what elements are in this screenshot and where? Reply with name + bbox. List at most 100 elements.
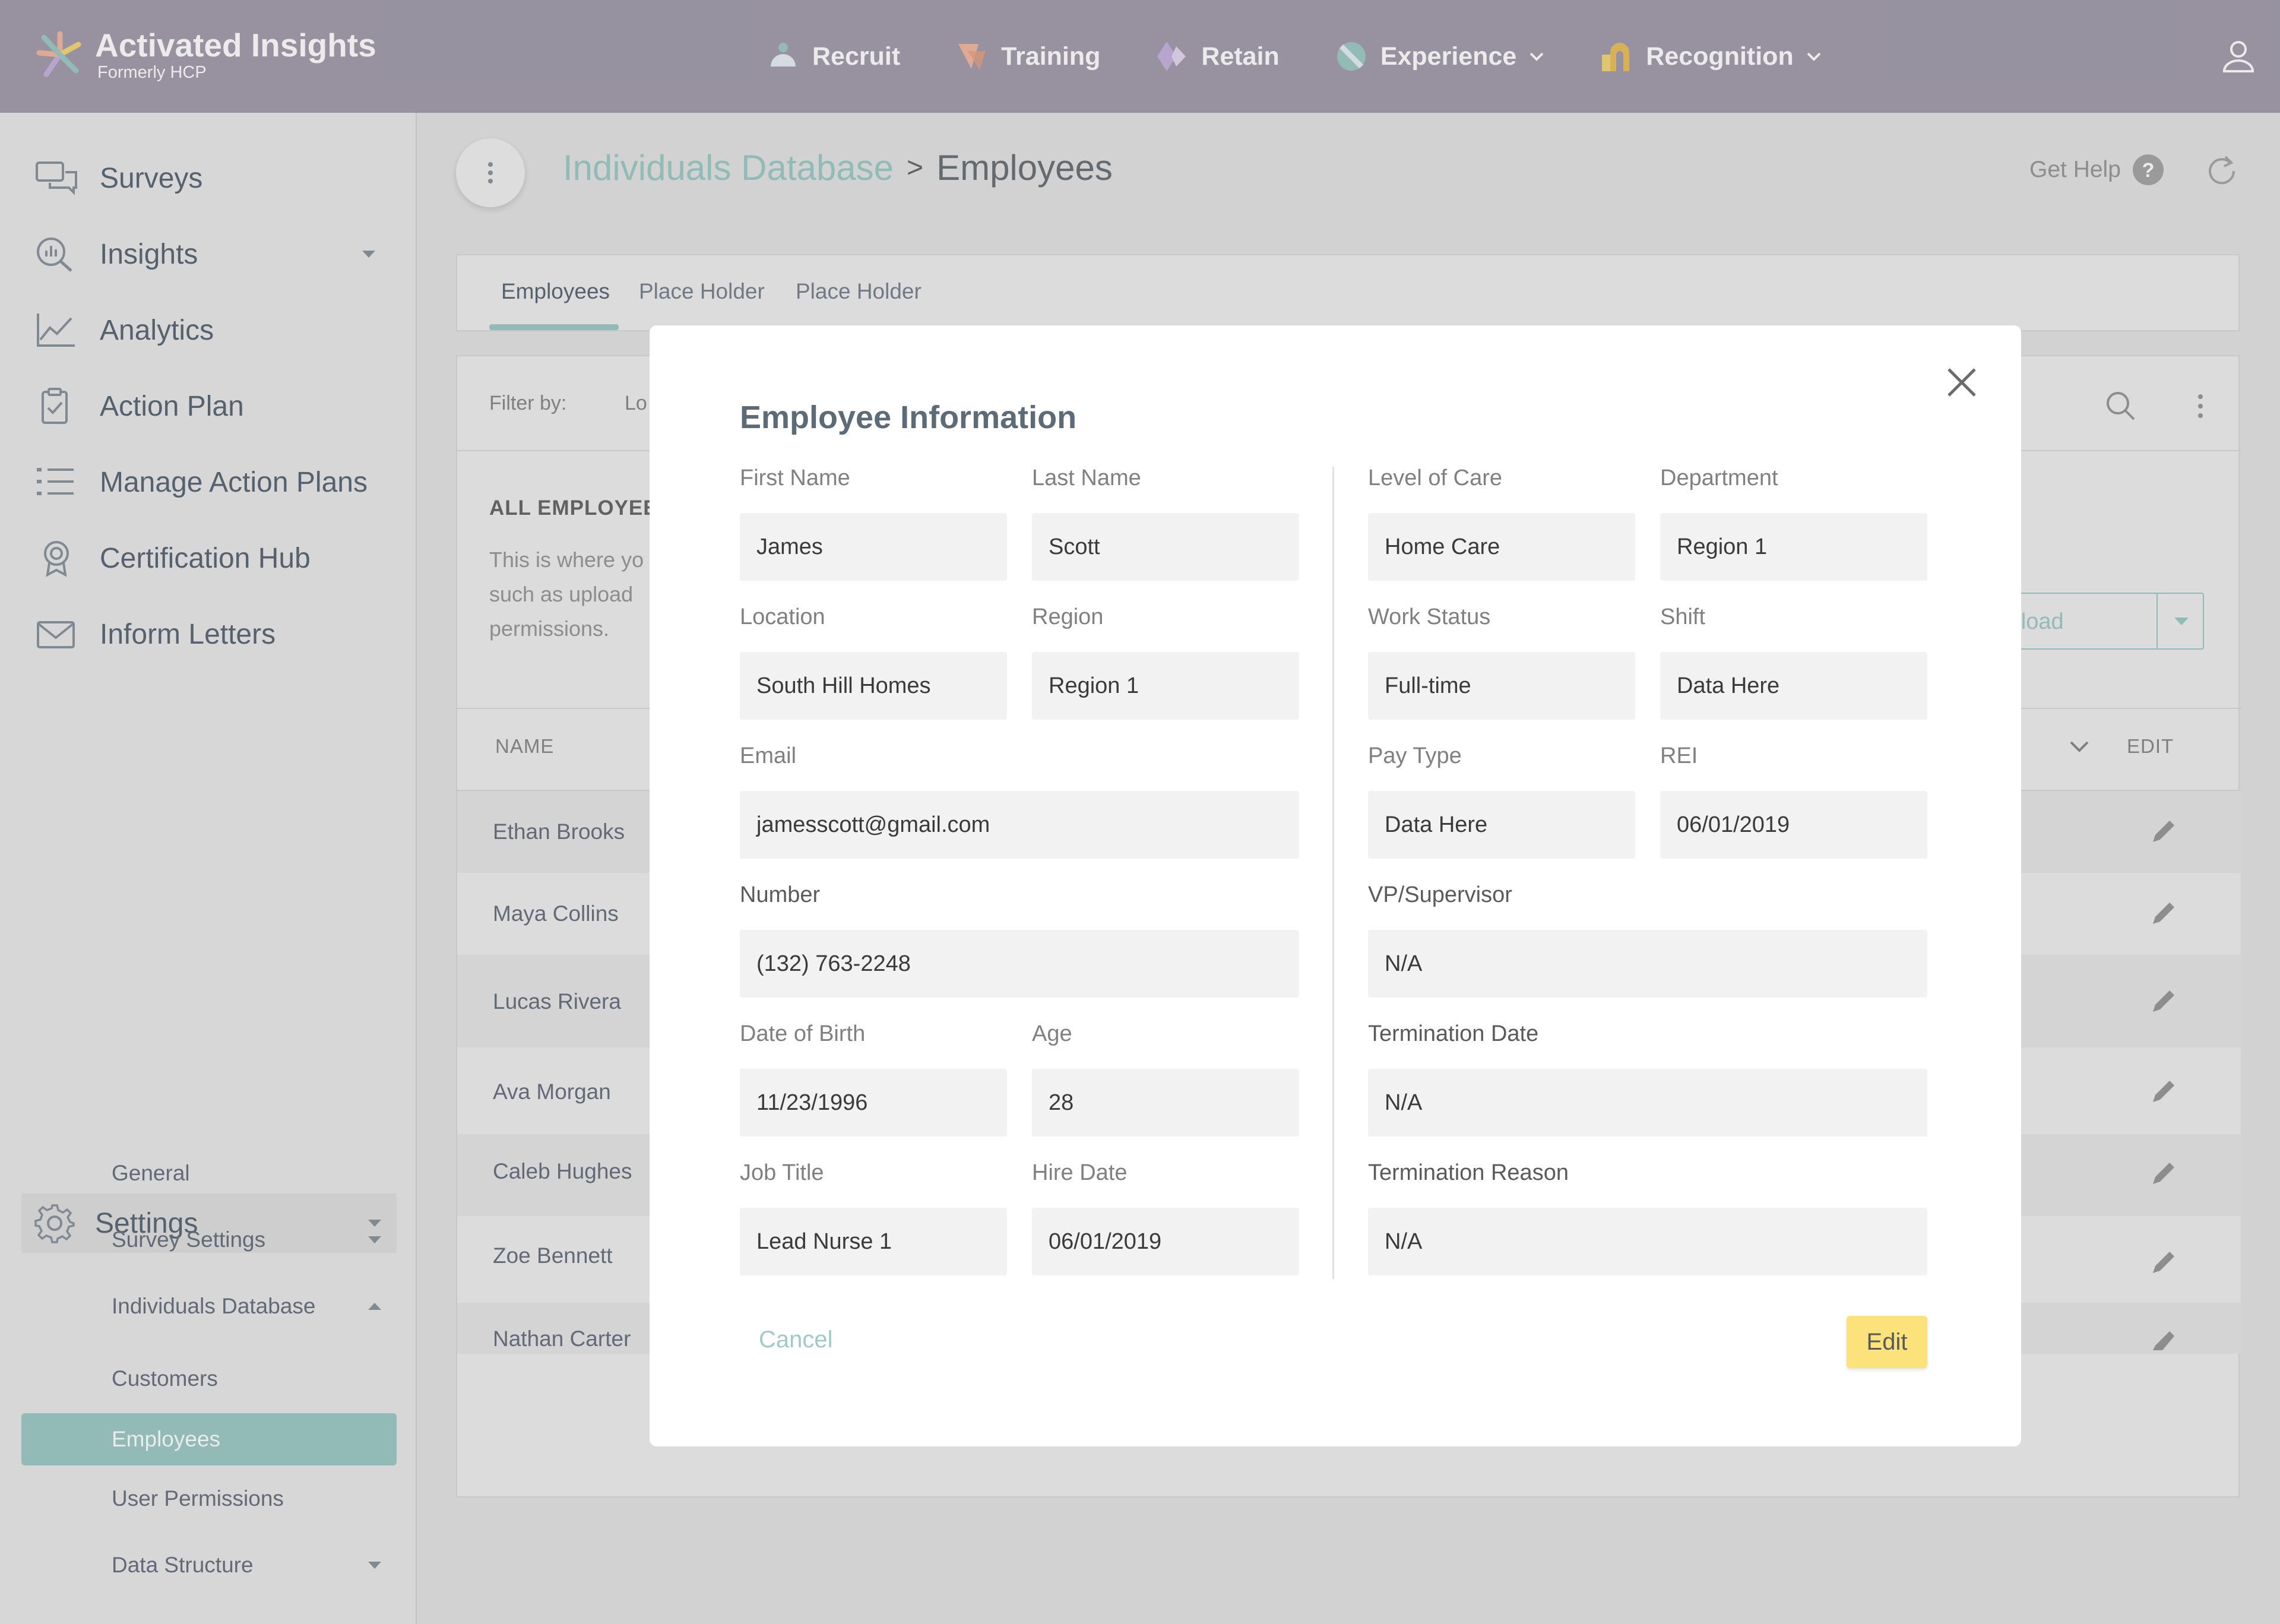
email-field[interactable]: jamesscott@gmail.com	[740, 791, 1299, 859]
shift-field[interactable]: Data Here	[1660, 652, 1927, 720]
breadcrumb: Individuals Database > Employees	[563, 147, 1113, 188]
question-icon: ?	[2132, 154, 2164, 185]
top-navigation-bar: Activated Insights Formerly HCP Recruit …	[0, 0, 2280, 113]
sidebar-item-action-plan[interactable]: Action Plan	[34, 379, 391, 433]
refresh-icon[interactable]	[2204, 153, 2240, 189]
nav-experience[interactable]: Experience	[1334, 39, 1545, 74]
vp-supervisor-field[interactable]: N/A	[1368, 930, 1927, 998]
sidebar-subitem-label: Data Structure	[112, 1553, 254, 1577]
termination-date-field[interactable]: N/A	[1368, 1069, 1927, 1137]
chevron-down-icon[interactable]	[2069, 739, 2090, 753]
breadcrumb-separator: >	[907, 152, 924, 183]
pencil-icon[interactable]	[2148, 1327, 2179, 1350]
sidebar-item-manage-action-plans[interactable]: Manage Action Plans	[34, 455, 391, 509]
nav-recognition[interactable]: Recognition	[1600, 39, 1822, 74]
svg-text:?: ?	[2142, 159, 2155, 182]
experience-icon	[1337, 42, 1366, 71]
caret-down-icon[interactable]	[2173, 615, 2190, 627]
page-menu-button[interactable]	[456, 138, 525, 207]
date-of-birth-label: Date of Birth	[740, 1021, 866, 1046]
sidebar-item-insights[interactable]: Insights	[34, 227, 391, 281]
sidebar-subitem-label: Employees	[112, 1427, 221, 1451]
tab-place-holder-2[interactable]: Place Holder	[796, 279, 922, 303]
nav-recognition-label: Recognition	[1646, 42, 1794, 71]
row-employee-name: Caleb Hughes	[493, 1159, 632, 1183]
pencil-icon[interactable]	[2148, 1247, 2179, 1278]
cancel-button[interactable]: Cancel	[759, 1327, 833, 1353]
pencil-icon[interactable]	[2148, 816, 2179, 847]
number-label: Number	[740, 882, 821, 907]
list-icon	[37, 468, 74, 495]
sidebar-subitem-label: Customers	[112, 1366, 218, 1391]
sidebar-item-certification-hub[interactable]: Certification Hub	[34, 531, 391, 585]
brand-title: Activated Insights	[95, 27, 376, 64]
pencil-icon[interactable]	[2148, 986, 2179, 1017]
more-options-icon[interactable]	[2183, 388, 2218, 424]
age-field[interactable]: 28	[1032, 1069, 1299, 1137]
work-status-field[interactable]: Full-time	[1368, 652, 1635, 720]
sidebar-subitem-general[interactable]: General	[21, 1147, 397, 1199]
rei-field[interactable]: 06/01/2019	[1660, 791, 1927, 859]
nav-training[interactable]: Training	[955, 39, 1100, 74]
tab-employees[interactable]: Employees	[501, 279, 610, 303]
filter-select[interactable]: Lo	[625, 392, 647, 414]
split-divider	[2156, 594, 2158, 648]
close-icon[interactable]	[1944, 365, 1980, 400]
sidebar-subitem-label: General	[112, 1161, 190, 1185]
level-of-care-field[interactable]: Home Care	[1368, 513, 1635, 581]
job-title-label: Job Title	[740, 1160, 824, 1185]
sidebar-subitem-data-structure[interactable]: Data Structure	[21, 1539, 397, 1591]
pencil-icon[interactable]	[2148, 898, 2179, 929]
nav-recruit[interactable]: Recruit	[766, 39, 900, 74]
sidebar-subitem-label: User Permissions	[112, 1486, 284, 1511]
age-label: Age	[1032, 1021, 1072, 1046]
user-icon[interactable]	[2221, 38, 2256, 74]
nav-recruit-label: Recruit	[812, 42, 901, 71]
sidebar-subitem-individuals-database[interactable]: Individuals Database	[21, 1280, 397, 1332]
caret-down-icon	[368, 1562, 381, 1569]
edit-button[interactable]: Edit	[1847, 1316, 1927, 1368]
sidebar-item-surveys[interactable]: Surveys	[34, 151, 391, 205]
breadcrumb-parent-link[interactable]: Individuals Database	[563, 148, 894, 188]
row-employee-name: Nathan Carter	[493, 1327, 631, 1351]
caret-down-icon	[368, 1236, 381, 1243]
search-icon[interactable]	[2103, 388, 2139, 424]
brand[interactable]: Activated Insights Formerly HCP	[34, 27, 376, 82]
tab-place-holder-1[interactable]: Place Holder	[639, 279, 765, 303]
filter-label: Filter by:	[489, 392, 567, 414]
last-name-field[interactable]: Scott	[1032, 513, 1299, 581]
get-help-button[interactable]: Get Help ?	[2029, 153, 2165, 186]
row-employee-name: Ava Morgan	[493, 1079, 611, 1104]
sidebar-label: Manage Action Plans	[100, 466, 368, 498]
caret-down-icon	[368, 1220, 381, 1227]
magnifier-chart-icon	[37, 238, 72, 272]
work-status-label: Work Status	[1368, 604, 1491, 629]
sidebar-subitem-employees[interactable]: Employees	[21, 1413, 397, 1465]
sidebar-item-settings[interactable]: Settings	[21, 1194, 397, 1253]
chevron-down-icon	[1807, 52, 1821, 61]
location-field[interactable]: South Hill Homes	[740, 652, 1007, 720]
date-of-birth-field[interactable]: 11/23/1996	[740, 1069, 1007, 1137]
pencil-icon[interactable]	[2148, 1158, 2179, 1189]
pay-type-field[interactable]: Data Here	[1368, 791, 1635, 859]
hire-date-label: Hire Date	[1032, 1160, 1128, 1185]
sidebar-item-analytics[interactable]: Analytics	[34, 303, 391, 357]
column-header-name[interactable]: NAME	[495, 735, 555, 757]
sidebar-label: Surveys	[100, 162, 203, 194]
sidebar-subitem-user-permissions[interactable]: User Permissions	[21, 1473, 397, 1525]
sidebar-subitem-customers[interactable]: Customers	[21, 1353, 397, 1405]
department-field[interactable]: Region 1	[1660, 513, 1927, 581]
hire-date-field[interactable]: 06/01/2019	[1032, 1208, 1299, 1275]
number-field[interactable]: (132) 763-2248	[740, 930, 1299, 998]
line-chart-icon	[37, 314, 75, 347]
first-name-field[interactable]: James	[740, 513, 1007, 581]
job-title-field[interactable]: Lead Nurse 1	[740, 1208, 1007, 1275]
nav-training-label: Training	[1001, 42, 1101, 71]
termination-reason-field[interactable]: N/A	[1368, 1208, 1927, 1275]
sidebar-label: Insights	[100, 238, 198, 270]
pencil-icon[interactable]	[2148, 1076, 2179, 1107]
region-field[interactable]: Region 1	[1032, 652, 1299, 720]
sidebar-subitem-survey-settings[interactable]: Survey Settings	[21, 1214, 397, 1266]
sidebar-item-inform-letters[interactable]: Inform Letters	[34, 607, 391, 661]
nav-retain[interactable]: Retain	[1155, 39, 1280, 74]
